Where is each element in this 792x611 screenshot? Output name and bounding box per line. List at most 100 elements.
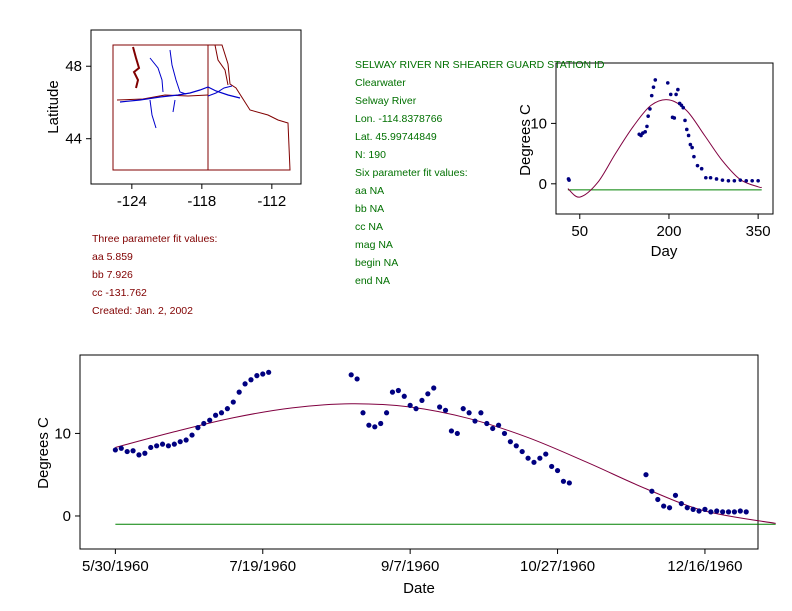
created-date: Created: Jan. 2, 2002 [92,305,193,317]
day-data-point [720,178,725,182]
day-points [566,78,760,183]
date-y-ticks: 0 10 [54,425,80,525]
day-ytick-label: 0 [539,176,547,193]
date-data-point [248,377,254,383]
date-frame [79,354,759,550]
six-param-bb: bb NA [355,203,385,215]
river-columbia [119,86,241,103]
map-x-ticks: -124 -118 -112 [117,184,286,210]
map-xtick-label: -112 [257,193,286,210]
date-data-point [118,445,124,451]
day-data-point [756,178,760,183]
date-data-point [254,373,260,379]
map-panel: -124 -118 -112 44 48 [65,29,302,210]
six-param-aa: aa NA [355,185,385,197]
date-data-point [708,509,714,515]
date-data-point [472,418,478,424]
date-data-point [566,480,572,486]
date-xtick-label: 5/30/1960 [82,558,149,575]
date-xtick-label: 7/19/1960 [229,558,296,575]
map-ylabel: Latitude [45,80,62,133]
six-param-end: end NA [355,275,391,287]
state-border-idaho-north [208,44,229,86]
date-data-point [183,437,189,443]
date-data-point [366,422,372,428]
date-data-point [478,410,484,416]
date-data-point [501,430,508,437]
station-river: Selway River [355,95,417,107]
date-data-point [207,417,213,423]
day-data-point [750,178,754,183]
date-data-point [419,397,425,404]
six-param-mag: mag NA [355,239,393,251]
date-panel: 5/30/1960 7/19/1960 9/7/1960 10/27/1960 12/1… [54,354,776,575]
date-data-point [507,439,513,445]
three-param-cc: cc -131.762 [92,287,147,299]
station-n: N: 190 [355,149,386,161]
date-data-point [690,506,696,512]
day-data-point [649,93,654,98]
date-data-point [142,450,148,456]
date-data-point [554,467,561,474]
date-data-point [425,391,431,397]
date-data-point [684,505,690,511]
date-xlabel: Date [403,580,435,597]
six-param-begin: begin NA [355,257,399,269]
map-frame [90,29,302,185]
date-data-point [136,452,142,458]
day-data-point [665,81,670,85]
date-data-point [720,509,726,515]
date-data-point [431,385,437,391]
puget-sound [132,46,141,89]
date-data-point [201,420,207,427]
date-data-point [372,424,378,430]
map-y-ticks: 44 48 [65,58,91,148]
date-data-point [725,509,732,515]
river-willamette [149,99,157,129]
date-data-point [495,422,502,428]
date-data-point [454,430,460,437]
date-data-point [460,406,466,412]
day-data-point [672,116,677,120]
date-x-ticks: 5/30/1960 7/19/1960 9/7/1960 10/27/1960 12/1… [82,549,742,575]
date-xtick-label: 9/7/1960 [381,558,439,575]
date-data-point [224,406,230,412]
day-data-point [645,124,649,129]
day-data-point [726,178,731,183]
date-data-point [702,506,708,512]
date-data-point [549,463,555,470]
date-data-point [236,389,242,395]
date-data-point [218,410,225,416]
three-param-bb: bb 7.926 [92,269,133,281]
day-data-point [744,178,749,183]
day-data-point [684,127,689,132]
date-data-point [737,508,743,514]
date-data-point [525,455,531,461]
day-data-point [676,87,680,92]
day-data-point [688,142,693,147]
state-border-or-wa [116,94,209,101]
day-data-point [648,107,652,111]
state-outline [112,44,291,171]
date-data-point [490,425,496,432]
map-xtick-label: -124 [117,193,147,210]
date-data-point [531,459,537,465]
day-data-point [668,92,673,97]
date-data-point [124,448,130,455]
day-data-point [683,118,687,123]
date-data-point [407,402,413,408]
river-deschutes [172,99,176,113]
day-xtick-label: 50 [571,223,588,240]
station-lat: Lat. 45.99744849 [355,131,437,143]
three-param-header: Three parameter fit values: [92,233,218,245]
date-data-point [437,404,443,410]
date-data-point [213,412,219,418]
date-data-point [112,447,118,453]
date-data-point [395,387,401,394]
date-ylabel: Degrees C [35,417,52,489]
date-data-point [543,451,549,457]
date-data-point [519,448,525,455]
date-data-point [678,500,684,507]
six-param-cc: cc NA [355,221,384,233]
